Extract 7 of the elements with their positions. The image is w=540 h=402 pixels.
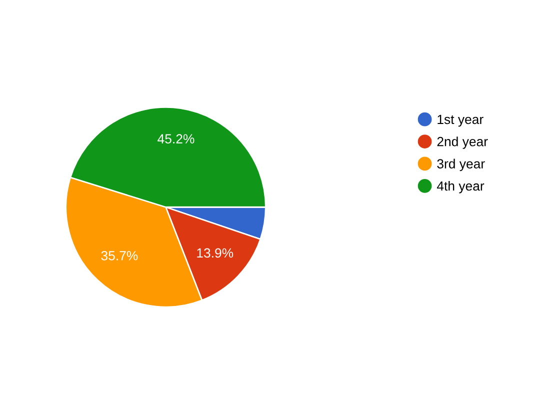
data-label: 35.7%: [101, 250, 138, 260]
data-label: 45.2%: [158, 134, 194, 144]
data-label: 13.9%: [197, 248, 234, 258]
legend-label: 3rd year: [437, 158, 485, 172]
legend-label: 1st year: [438, 114, 484, 127]
legend-label: 4th year: [436, 180, 484, 194]
legend-label: 2nd year: [437, 136, 488, 149]
